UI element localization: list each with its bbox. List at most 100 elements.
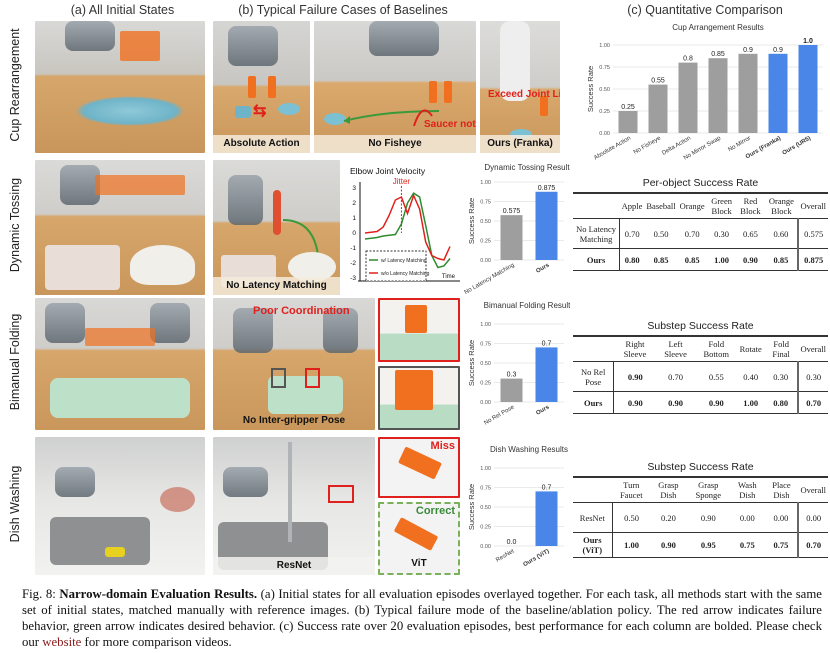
y-tick-label: 0.50 xyxy=(480,505,491,511)
table-cell: 0.80 xyxy=(773,397,789,408)
y-tick-label: 2 xyxy=(352,200,356,207)
y-tick-label: 1.00 xyxy=(599,43,610,49)
row-label-dish: Dish Washing xyxy=(8,465,22,543)
table-cell: 0.575 xyxy=(797,218,828,249)
table-cell: 0.30 xyxy=(773,371,789,382)
bar xyxy=(500,215,523,260)
table-cell: 0.70 xyxy=(797,391,828,414)
table-title: Per-object Success Rate xyxy=(642,177,759,189)
data-label: 0.0 xyxy=(507,539,517,546)
column-header: Orange Block xyxy=(768,196,794,216)
table-cell: 1.00 xyxy=(743,397,759,408)
row-header: No Rel Pose xyxy=(573,361,615,392)
table-cell: 0.75 xyxy=(739,540,755,550)
row-label-folding: Bimanual Folding xyxy=(8,313,22,411)
table-cell: 0.75 xyxy=(773,540,789,550)
figure-caption: Fig. 8: Narrow-domain Evaluation Results… xyxy=(22,586,822,650)
data-label: 0.7 xyxy=(542,340,552,347)
annotation-correct: Correct xyxy=(415,505,455,517)
table-header-row: Right Sleeve Left Sleeve Fold Bottom Rotate… xyxy=(573,336,828,362)
legend-label: w/ Latency Matching xyxy=(381,258,427,264)
failure-label: Absolute Action xyxy=(213,135,310,153)
failure-franka-photo: Exceed Joint Limit Ours (Franka) xyxy=(480,21,560,153)
y-axis-label: Success Rate xyxy=(586,66,595,112)
dish-washing-chart: Dish Washing Results Success Rate 0.00 0.25… xyxy=(467,445,568,569)
caption-fig: Fig. 8: xyxy=(22,587,60,601)
bar xyxy=(535,491,558,546)
table-cell: 0.80 xyxy=(624,254,640,265)
y-tick-label: 0.00 xyxy=(480,400,491,406)
x-tick-label: Ours xyxy=(535,404,551,417)
zoom-gray-gripper xyxy=(378,366,460,430)
bar xyxy=(648,84,668,133)
table-cell: 0.30 xyxy=(714,228,730,239)
series-line xyxy=(364,192,451,269)
y-tick-label: 0.75 xyxy=(599,65,610,71)
column-header: Overall xyxy=(800,344,826,354)
column-header xyxy=(573,193,620,219)
x-tick-label: No Rel Pose xyxy=(483,404,516,426)
table-cell: 0.70 xyxy=(684,228,700,239)
column-header: Rotate xyxy=(739,344,762,354)
data-label: 0.9 xyxy=(743,47,753,54)
table-cell: 0.875 xyxy=(797,248,828,271)
table-row: Ours 0.80 0.85 0.85 1.00 0.90 0.85 0.875 xyxy=(573,248,828,271)
annotation-saucer: Saucer not in view xyxy=(424,119,476,130)
x-tick-label: No Mirror xyxy=(727,136,752,154)
table-cell: 0.85 xyxy=(773,254,789,265)
data-label: 0.9 xyxy=(773,47,783,54)
annotation-poor-coordination: Poor Coordination xyxy=(253,305,350,317)
y-tick-label: 3 xyxy=(352,185,356,192)
initial-states-cup-photo xyxy=(35,21,205,153)
table-cell: 0.70 xyxy=(797,532,828,558)
x-tick-label: No Latency Matching xyxy=(464,263,516,295)
table-cell: 0.55 xyxy=(708,371,724,382)
column-header: Grasp Sponge xyxy=(695,480,722,500)
annotation-miss: Miss xyxy=(430,440,455,452)
failure-label: No Latency Matching xyxy=(213,277,340,295)
data-label: 1.0 xyxy=(803,38,813,45)
y-tick-label: 0.25 xyxy=(480,525,491,531)
desired-arrow-icon xyxy=(282,219,319,256)
chart-title: Bimanual Folding Results xyxy=(484,301,570,310)
row-header: No Latency Matching xyxy=(573,218,621,249)
failure-label: ResNet xyxy=(213,557,375,575)
header-initial-states: (a) All Initial States xyxy=(70,3,175,17)
desired-arrow-icon xyxy=(343,109,440,127)
table-row: Ours 0.90 0.90 0.90 1.00 0.80 0.70 xyxy=(573,391,828,414)
table-cell: 0.90 xyxy=(660,540,676,550)
table-cell: 0.90 xyxy=(627,397,643,408)
y-tick-label: -2 xyxy=(350,260,356,267)
table-header-row: Apple Baseball Orange Green Block Red Block O… xyxy=(573,193,828,219)
data-label: 0.8 xyxy=(683,56,693,63)
y-tick-label: 1.00 xyxy=(480,180,491,186)
y-axis-label: Success Rate xyxy=(467,198,476,244)
column-header: Place Dish xyxy=(772,480,791,500)
column-header xyxy=(573,336,614,362)
bar xyxy=(618,111,638,133)
failure-arrow-icon: ⇆ xyxy=(253,103,267,120)
website-link[interactable]: website xyxy=(42,635,82,649)
zoom-miss: Miss xyxy=(378,437,460,498)
y-tick-label: 0.75 xyxy=(480,200,491,206)
column-header: Grasp Dish xyxy=(658,480,679,500)
bar xyxy=(535,347,558,402)
table-cell: 0.50 xyxy=(653,228,669,239)
y-tick-label: 0.50 xyxy=(480,219,491,225)
table-cell: 1.00 xyxy=(714,254,730,265)
table-cell: 0.90 xyxy=(708,397,724,408)
data-label: 0.85 xyxy=(711,51,725,58)
row-header: Ours xyxy=(573,391,615,414)
failure-no-latency-photo: No Latency Matching xyxy=(213,160,340,295)
dynamic-tossing-chart: Dynamic Tossing Results Success Rate 0.00 0… xyxy=(464,163,570,295)
series-line xyxy=(364,193,451,261)
y-axis-label: Success Rate xyxy=(467,340,476,386)
y-tick-label: 0.50 xyxy=(599,87,610,93)
y-tick-label: 1.00 xyxy=(480,466,491,472)
column-header xyxy=(573,477,612,503)
y-tick-label: -3 xyxy=(350,275,356,282)
x-tick-label: Ours (ViT) xyxy=(522,549,550,569)
y-tick-label: 0.50 xyxy=(480,361,491,367)
legend-box xyxy=(365,250,427,282)
chart-title: Dish Washing Results xyxy=(490,445,568,454)
